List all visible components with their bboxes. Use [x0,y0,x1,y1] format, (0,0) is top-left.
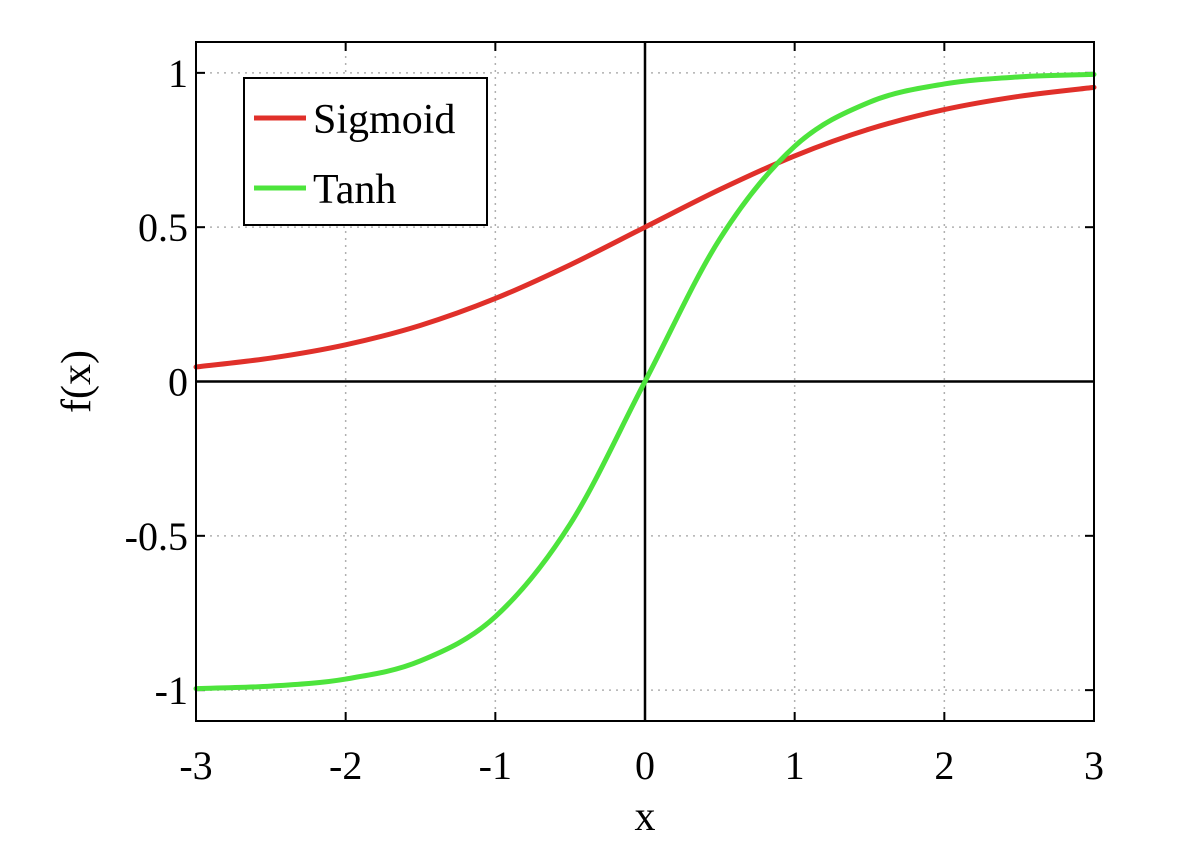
series-line-tanh [193,71,1097,692]
series-line-sigmoid [193,84,1097,370]
y-tick-labels: -1 -0.5 0 0.5 1 [125,51,188,713]
x-tick-label: -1 [479,743,512,788]
y-tick-label: 0 [168,360,188,405]
y-tick-label: -0.5 [125,514,188,559]
x-tick-label: 3 [1084,743,1104,788]
legend-label-sigmoid: Sigmoid [313,97,455,143]
legend-label-tanh: Tanh [313,167,396,213]
x-tick-label: -3 [179,743,212,788]
x-tick-label: 1 [785,743,805,788]
plot-area-frame [195,41,1095,722]
x-tick-label: 2 [934,743,954,788]
legend-box [243,77,488,226]
series-lines [193,71,1097,692]
x-tick-label: -2 [329,743,362,788]
x-axis-label: x [635,794,656,840]
y-tick-label: 0.5 [138,205,188,250]
x-tick-label: 0 [635,743,655,788]
x-tick-labels: -3 -2 -1 0 1 2 3 [179,743,1104,788]
legend: Sigmoid Tanh [243,77,488,226]
y-tick-label: 1 [168,51,188,96]
y-axis-label: f(x) [54,350,100,413]
y-tick-label: -1 [155,668,188,713]
